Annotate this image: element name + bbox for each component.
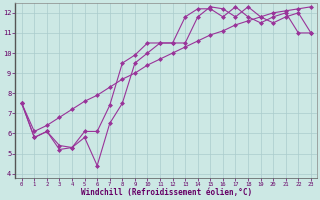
X-axis label: Windchill (Refroidissement éolien,°C): Windchill (Refroidissement éolien,°C)	[81, 188, 252, 197]
